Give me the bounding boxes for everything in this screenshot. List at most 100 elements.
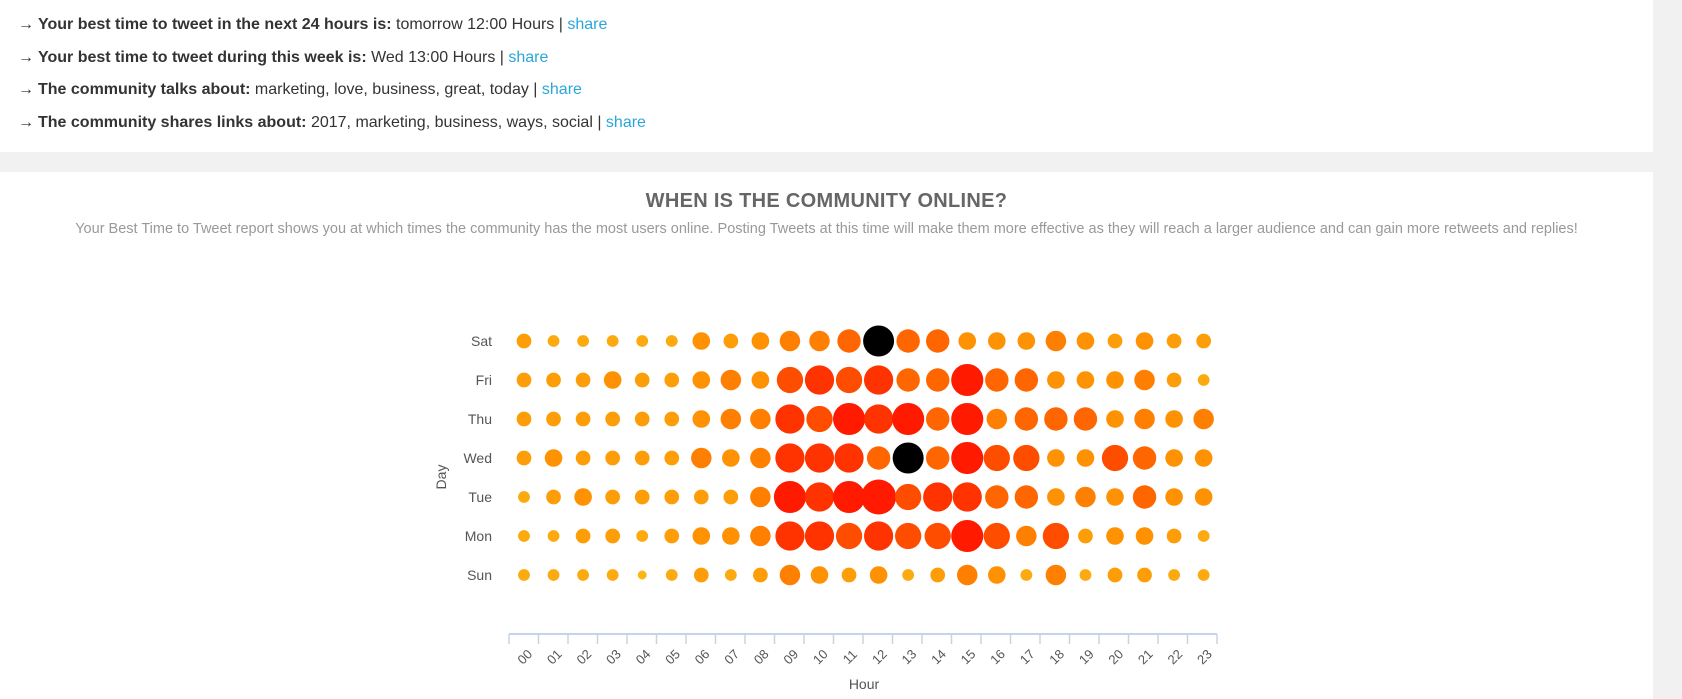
activity-bubble	[692, 332, 711, 350]
activity-bubble	[546, 372, 561, 388]
activity-bubble	[833, 480, 866, 514]
activity-bubble	[841, 567, 857, 583]
day-label: Mon	[465, 528, 492, 544]
activity-bubble	[983, 444, 1010, 472]
activity-bubble	[720, 369, 742, 391]
activity-bubble	[930, 567, 946, 583]
activity-bubble	[806, 405, 833, 433]
activity-bubble	[751, 371, 770, 389]
activity-bubble	[516, 450, 532, 466]
activity-bubble	[518, 530, 530, 542]
activity-bubble	[809, 330, 830, 352]
activity-bubble	[1106, 527, 1124, 545]
activity-bubble	[546, 489, 561, 505]
activity-bubble	[1135, 332, 1154, 350]
activity-bubble	[1047, 371, 1065, 389]
activity-bubble	[804, 443, 835, 473]
activity-bubble	[636, 530, 649, 542]
activity-bubble	[575, 372, 591, 388]
activity-bubble	[804, 365, 835, 395]
hour-label: 18	[1046, 646, 1067, 667]
activity-bubble	[664, 450, 680, 466]
hour-label: 15	[958, 646, 979, 667]
activity-bubble	[983, 522, 1010, 550]
section-description: Your Best Time to Tweet report shows you…	[75, 221, 1578, 237]
insight-community-links: → The community shares links about: 2017,…	[18, 114, 646, 132]
activity-bubble	[779, 564, 801, 586]
activity-bubble	[637, 570, 647, 580]
activity-bubble	[692, 527, 711, 545]
insight-value: Wed 13:00 Hours |	[371, 49, 504, 66]
share-link[interactable]: share	[605, 114, 646, 131]
activity-bubble	[804, 482, 835, 512]
day-label: Fri	[476, 372, 492, 388]
activity-bubble	[605, 528, 621, 544]
share-link[interactable]: share	[508, 49, 549, 66]
activity-bubble	[574, 488, 592, 506]
activity-bubble	[751, 332, 770, 350]
share-link[interactable]: share	[541, 81, 582, 98]
activity-bubble	[866, 446, 891, 470]
activity-bubble	[902, 569, 915, 581]
activity-bubble	[1078, 528, 1093, 544]
x-axis-title: Hour	[849, 676, 880, 692]
activity-bubble	[605, 450, 621, 466]
activity-bubble	[1045, 564, 1067, 586]
hour-label: 11	[840, 647, 860, 667]
activity-bubble	[834, 443, 864, 473]
day-label: Sat	[471, 333, 492, 349]
activity-bubble	[1045, 330, 1067, 352]
hour-label: 21	[1135, 646, 1156, 667]
hour-label: 03	[603, 646, 624, 667]
activity-bubble	[951, 402, 984, 436]
activity-bubble	[810, 566, 829, 584]
hour-label: 19	[1076, 646, 1097, 667]
activity-bubble	[1165, 488, 1183, 506]
hour-label: 22	[1164, 646, 1185, 667]
insight-label: The community shares links about:	[38, 114, 307, 131]
activity-bubble	[1135, 527, 1154, 545]
activity-bubble	[835, 366, 863, 394]
activity-bubble	[892, 442, 924, 474]
activity-bubble	[544, 449, 563, 467]
hour-label: 14	[928, 646, 949, 667]
section-title: WHEN IS THE COMMUNITY ONLINE?	[645, 190, 1008, 212]
activity-bubble	[723, 489, 739, 505]
activity-bubble	[952, 482, 982, 512]
activity-bubble	[951, 519, 984, 553]
activity-bubble	[926, 368, 950, 392]
activity-bubble	[720, 408, 742, 430]
activity-bubble	[575, 528, 591, 544]
activity-bubble	[724, 569, 737, 581]
activity-bubble	[1073, 407, 1098, 431]
activity-bubble	[958, 332, 977, 350]
activity-bubble	[693, 489, 709, 505]
hour-label: 23	[1194, 646, 1215, 667]
insight-label: The community talks about:	[38, 81, 251, 98]
activity-bubble	[1137, 567, 1152, 583]
insight-value: tomorrow 12:00 Hours |	[396, 16, 563, 33]
activity-bubble	[864, 521, 894, 551]
activity-bubble	[1075, 486, 1096, 508]
activity-bubble	[605, 411, 621, 427]
activity-bubble	[1132, 446, 1157, 470]
share-link[interactable]: share	[567, 16, 608, 33]
activity-bubble	[1014, 485, 1039, 509]
activity-bubble	[1076, 332, 1095, 350]
hour-label: 04	[633, 646, 654, 667]
activity-bubble	[750, 447, 771, 469]
activity-bubble	[664, 372, 680, 388]
activity-bubble	[1132, 485, 1157, 509]
activity-bubble	[779, 330, 801, 352]
hour-label: 06	[692, 646, 713, 667]
activity-bubble	[1076, 449, 1095, 467]
activity-bubble	[1134, 408, 1155, 430]
activity-bubble	[518, 569, 530, 581]
activity-bubble	[957, 564, 978, 586]
activity-bubble	[1166, 372, 1182, 388]
activity-bubble	[692, 410, 711, 428]
activity-bubble	[985, 368, 1009, 392]
activity-bubble	[575, 450, 591, 466]
hour-label: 01	[544, 646, 565, 667]
activity-bubble	[665, 569, 678, 581]
